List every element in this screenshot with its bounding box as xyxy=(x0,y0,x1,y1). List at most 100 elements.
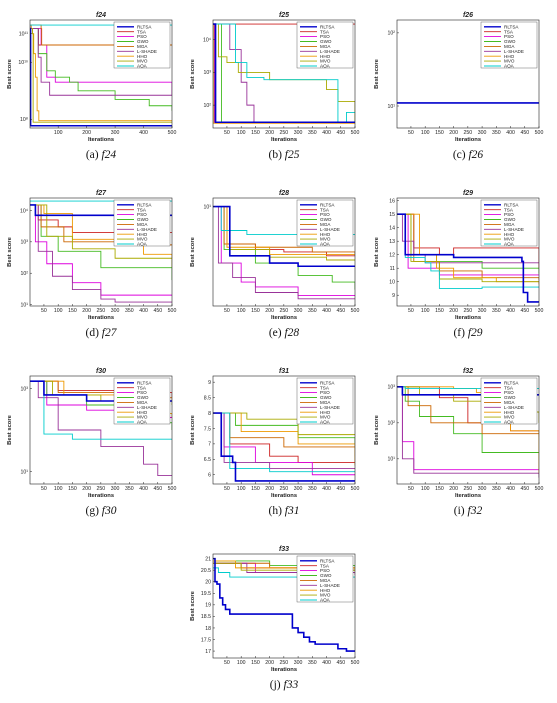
y-tick-label: 10³ xyxy=(388,385,396,391)
legend-box xyxy=(480,199,538,247)
legend-entry: AOA xyxy=(137,64,148,69)
x-tick-label: 400 xyxy=(139,308,148,314)
x-tick-label: 450 xyxy=(336,130,345,136)
legend-entry: TSA xyxy=(137,207,147,212)
y-axis-label: Best score xyxy=(190,236,196,266)
legend-entry: RLTSA xyxy=(504,24,519,29)
x-tick-label: 150 xyxy=(251,486,260,492)
x-tick-label: 200 xyxy=(265,660,274,666)
legend-entry: PSO xyxy=(137,34,147,39)
legend-entry: AOA xyxy=(504,64,515,69)
legend-entry: GWO xyxy=(504,39,516,44)
series-line-HHO xyxy=(213,560,355,571)
legend-entry: GWO xyxy=(504,395,516,400)
legend-box xyxy=(296,21,354,69)
x-tick-label: 400 xyxy=(506,486,515,492)
legend-entry: MGA xyxy=(137,222,148,227)
series-line-MVO xyxy=(30,380,172,406)
legend-entry: TSA xyxy=(504,29,514,34)
legend-entry: MGA xyxy=(320,400,331,405)
chart-title: f31 xyxy=(279,368,289,375)
legend-entry: TSA xyxy=(320,29,330,34)
y-tick-label: 10² xyxy=(388,31,396,37)
y-tick-label: 10³ xyxy=(21,240,29,246)
legend-entry: L-SHADE xyxy=(504,227,524,232)
series-line-RLTSA xyxy=(30,204,172,217)
x-tick-label: 350 xyxy=(492,130,501,136)
legend-entry: L-SHADE xyxy=(137,49,157,54)
x-tick-label: 200 xyxy=(449,130,458,136)
x-tick-label: 500 xyxy=(535,486,544,492)
legend-entry: HHO xyxy=(137,54,148,59)
x-tick-label: 300 xyxy=(294,130,303,136)
x-tick-label: 500 xyxy=(168,130,177,136)
legend-entry: HHO xyxy=(137,410,148,415)
x-axis-label: Iterations xyxy=(88,315,114,321)
x-tick-label: 300 xyxy=(478,130,487,136)
legend-entry: GWO xyxy=(137,39,149,44)
x-tick-label: 250 xyxy=(97,308,106,314)
x-tick-label: 450 xyxy=(153,486,162,492)
series-line-MVO xyxy=(30,28,172,123)
panel-caption: (d) f27 xyxy=(86,327,118,339)
series-line-MGA xyxy=(30,24,172,46)
legend-box xyxy=(113,199,171,247)
legend-entry: RLTSA xyxy=(320,202,335,207)
chart-panel-f33: f33 50 100 150 200 250 300 350 400 450 500 17 17.5 18… xyxy=(190,546,359,691)
x-tick-label: 150 xyxy=(68,308,77,314)
y-tick-label: 18 xyxy=(205,626,211,632)
series-line-L-SHADE xyxy=(30,380,172,476)
y-tick-label: 9 xyxy=(392,293,395,299)
legend-entry: PSO xyxy=(137,390,147,395)
y-tick-label: 15 xyxy=(389,212,395,218)
legend-entry: HHO xyxy=(320,410,331,415)
x-tick-label: 200 xyxy=(265,130,274,136)
x-tick-label: 200 xyxy=(82,130,91,136)
chart-title: f25 xyxy=(279,12,289,19)
y-tick-label: 8 xyxy=(208,411,211,417)
x-tick-label: 250 xyxy=(464,130,473,136)
y-tick-label: 17 xyxy=(205,649,211,655)
chart-title: f33 xyxy=(279,546,289,553)
panel-caption: (j) f33 xyxy=(270,679,299,691)
y-tick-label: 10¹⁰ xyxy=(18,60,28,66)
y-tick-label: 10¹ xyxy=(21,469,29,475)
legend-entry: PSO xyxy=(504,212,514,217)
x-tick-label: 400 xyxy=(322,486,331,492)
legend-entry: MVO xyxy=(504,59,515,64)
x-tick-label: 200 xyxy=(265,486,274,492)
legend-entry: MVO xyxy=(320,415,331,420)
x-tick-label: 350 xyxy=(308,660,317,666)
x-tick-label: 50 xyxy=(224,660,230,666)
series-line-PSO xyxy=(213,206,355,296)
x-tick-label: 100 xyxy=(237,660,246,666)
series-line-MGA xyxy=(397,386,539,438)
legend-entry: HHO xyxy=(320,54,331,59)
x-tick-label: 200 xyxy=(82,308,91,314)
x-tick-label: 100 xyxy=(54,130,63,136)
legend-entry: TSA xyxy=(320,563,330,568)
x-tick-label: 200 xyxy=(449,308,458,314)
legend-entry: AOA xyxy=(320,420,331,425)
legend-entry: L-SHADE xyxy=(320,227,340,232)
x-tick-label: 100 xyxy=(54,308,63,314)
x-tick-label: 500 xyxy=(351,130,360,136)
y-tick-label: 10³ xyxy=(21,386,29,392)
legend-entry: RLTSA xyxy=(504,202,519,207)
x-tick-label: 300 xyxy=(111,308,120,314)
x-tick-label: 50 xyxy=(224,130,230,136)
series-line-L-SHADE xyxy=(213,206,355,300)
x-tick-label: 50 xyxy=(224,486,230,492)
x-tick-label: 500 xyxy=(351,308,360,314)
series-line-RLTSA xyxy=(213,23,355,124)
y-axis-label: Best score xyxy=(190,58,196,88)
x-tick-label: 250 xyxy=(280,486,289,492)
legend-entry: RLTSA xyxy=(320,24,335,29)
y-tick-label: 7 xyxy=(208,442,211,448)
legend-entry: L-SHADE xyxy=(137,405,157,410)
x-tick-label: 250 xyxy=(464,486,473,492)
